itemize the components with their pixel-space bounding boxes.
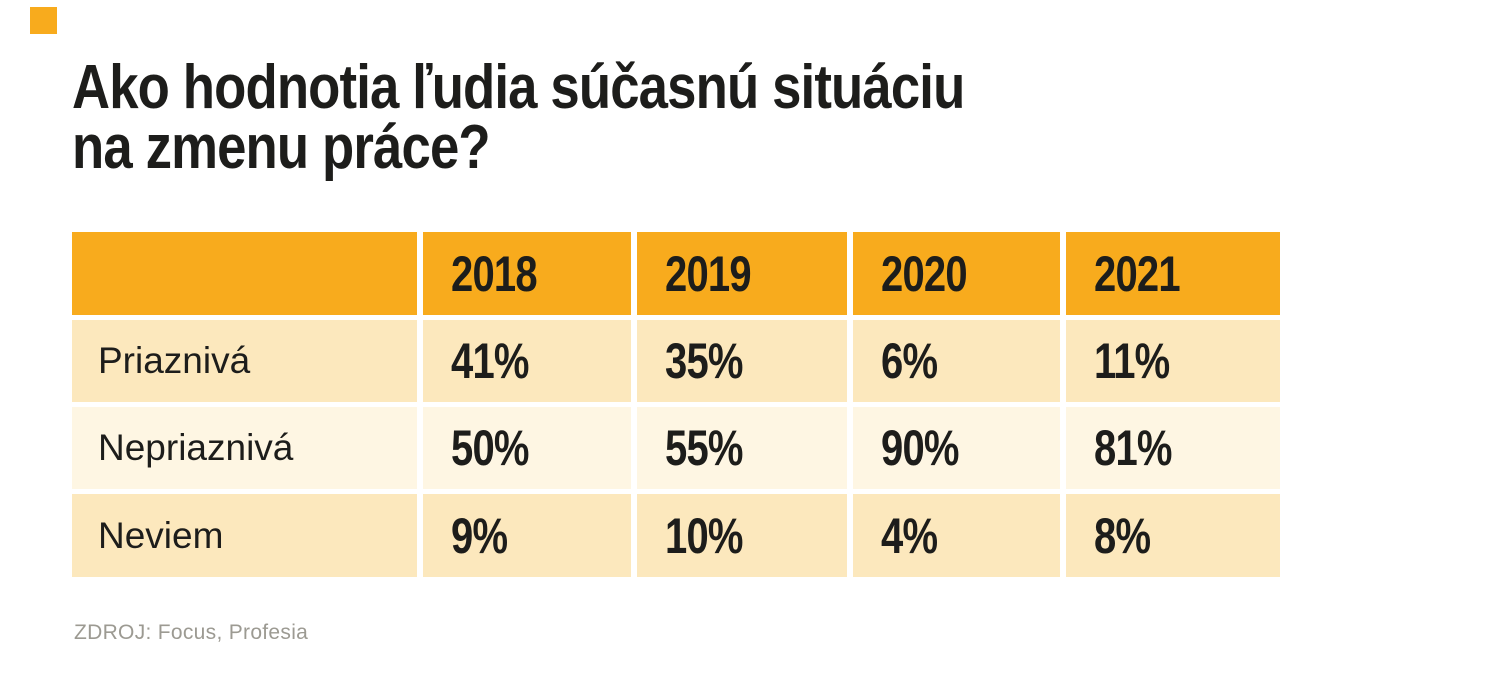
value-cell: 9% [423,494,631,577]
row-label-cell: Priaznivá [72,320,417,402]
value-cell: 8% [1066,494,1280,577]
page-title-line-1: Ako hodnotia ľudia súčasnú situáciu [72,53,965,122]
survey-table: 2018 2019 2020 2021 Priaznivá 41% 35% 6%… [72,232,1280,577]
page-title: Ako hodnotia ľudia súčasnú situáciu na zm… [72,53,1122,182]
page-title-line-2: na zmenu práce? [72,113,491,182]
header-cell-2018: 2018 [423,232,631,315]
value-cell: 41% [423,320,631,402]
value-cell: 6% [853,320,1060,402]
value: 9% [451,507,508,564]
value: 55% [665,420,743,476]
value-cell: 55% [637,407,847,489]
value-cell: 35% [637,320,847,402]
value: 81% [1094,420,1172,476]
value: 10% [665,507,743,564]
value-cell: 10% [637,494,847,577]
value-cell: 50% [423,407,631,489]
value: 8% [1094,507,1151,564]
value: 35% [665,333,743,389]
value-cell: 11% [1066,320,1280,402]
header-year-label: 2018 [451,245,538,302]
header-year-label: 2019 [665,245,752,302]
header-cell-2019: 2019 [637,232,847,315]
value: 11% [1094,333,1170,389]
value: 50% [451,420,529,476]
header-cell-2021: 2021 [1066,232,1280,315]
row-label: Nepriaznivá [98,427,294,468]
brand-logo-square [30,7,57,34]
value-cell: 81% [1066,407,1280,489]
value: 6% [881,333,938,389]
row-label: Priaznivá [98,340,251,381]
header-cell-2020: 2020 [853,232,1060,315]
row-label: Neviem [98,514,224,556]
value-cell: 4% [853,494,1060,577]
value: 90% [881,420,959,476]
header-year-label: 2020 [881,245,968,302]
value-cell: 90% [853,407,1060,489]
source-caption: ZDROJ: Focus, Profesia [74,621,309,644]
row-label-cell: Neviem [72,494,417,577]
row-label-cell: Nepriaznivá [72,407,417,489]
header-cell-empty [72,232,417,315]
header-year-label: 2021 [1094,245,1181,302]
value: 41% [451,333,529,389]
value: 4% [881,507,938,564]
